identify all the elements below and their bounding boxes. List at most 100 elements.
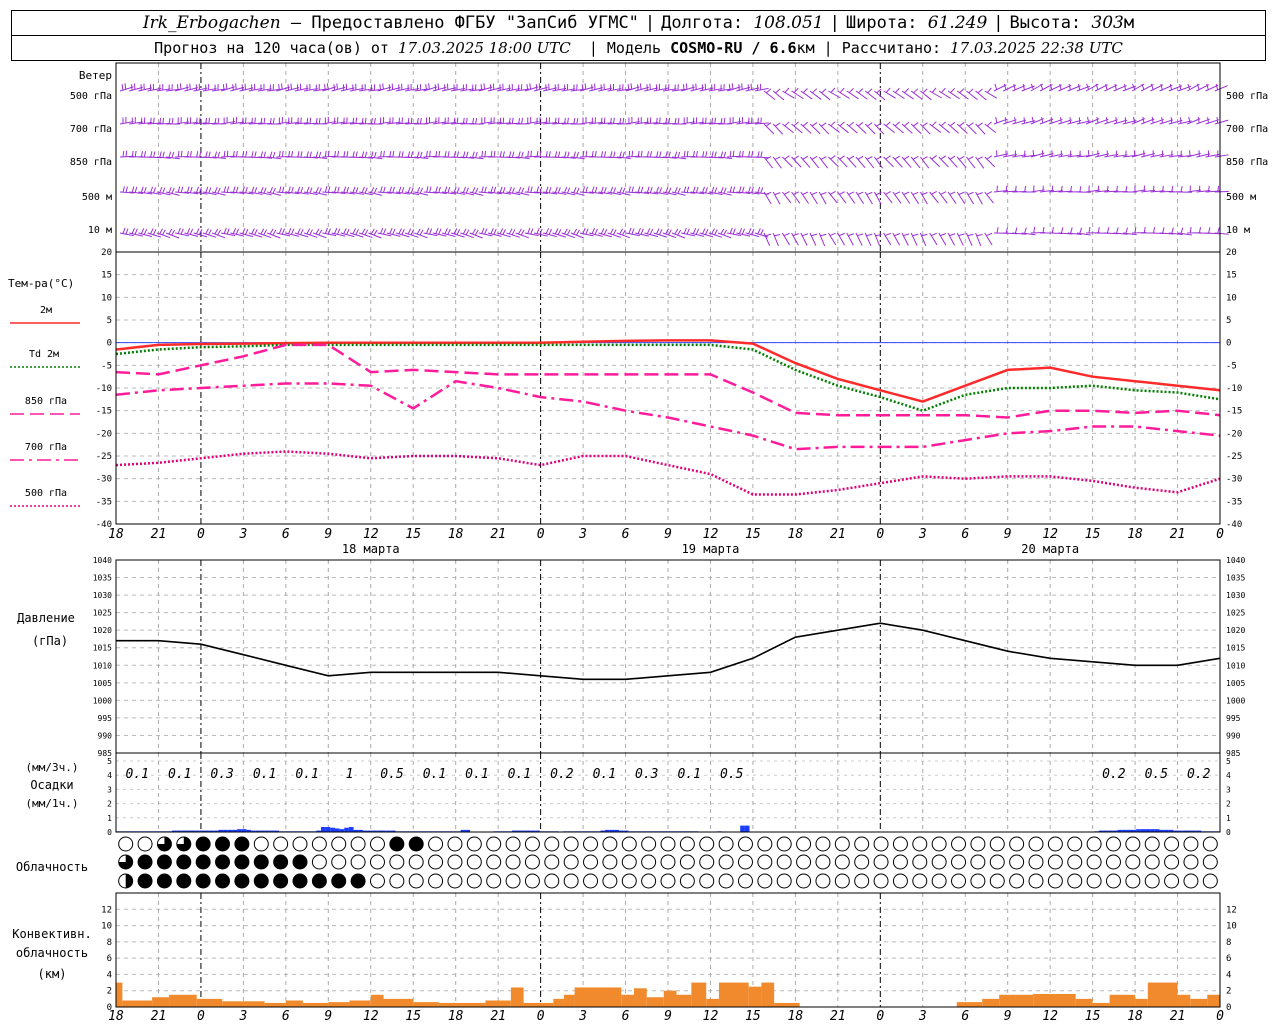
wind-barb-feather — [481, 150, 484, 157]
wind-barb — [837, 191, 847, 204]
wind-barb-feather — [830, 190, 836, 195]
cloud-symbol — [660, 836, 676, 852]
wind-barb — [441, 87, 456, 92]
wind-barb-feather — [410, 151, 414, 158]
wind-barb-feather — [857, 233, 864, 237]
wind-barb-feather — [967, 191, 974, 196]
wind-barb — [368, 156, 383, 160]
wind-barb — [359, 232, 373, 239]
wind-barb-feather — [398, 186, 402, 193]
wind-barb — [671, 191, 686, 196]
temp-tick-left: 0 — [107, 339, 112, 349]
wind-barb — [533, 191, 548, 194]
wind-barb — [395, 87, 410, 92]
wind-barb-feather — [125, 228, 129, 235]
wind-barb — [1168, 232, 1183, 235]
cloud-symbol — [292, 873, 308, 889]
cloud-symbol — [234, 836, 250, 852]
wind-barb-feather — [419, 117, 422, 124]
time-tick-bottom-3: 3 — [238, 1009, 247, 1024]
wind-barb — [193, 87, 208, 92]
cloud-symbol — [408, 854, 424, 870]
wind-barb-feather — [741, 186, 745, 193]
precip-bar — [521, 830, 526, 832]
wind-barb-feather — [564, 151, 567, 158]
wind-barb-feather — [665, 228, 669, 235]
wind-barb — [377, 121, 392, 125]
precip-bar — [386, 830, 391, 832]
wind-barb — [414, 156, 429, 159]
temp-legend-label-td2m: Td 2м — [29, 349, 59, 360]
wind-barb-feather — [263, 187, 267, 194]
wind-barb — [947, 90, 960, 100]
wind-barb-feather — [334, 186, 337, 193]
wind-barb-feather — [557, 151, 561, 158]
time-tick-bottom-1: 21 — [151, 1009, 167, 1024]
wind-barb — [892, 156, 903, 168]
conv-tick-left: 8 — [107, 938, 112, 948]
wind-barb — [543, 122, 558, 125]
wind-barb — [947, 232, 956, 246]
wind-barb-feather — [382, 83, 384, 90]
time-tick-mid-25: 21 — [1170, 527, 1186, 542]
cloud-symbol — [931, 836, 947, 852]
temp-tick-left: -25 — [96, 452, 112, 462]
precip-bar — [362, 830, 368, 832]
wind-barb — [607, 88, 622, 92]
wind-barb — [202, 232, 217, 238]
wind-barb-feather — [401, 151, 404, 158]
wind-barb-feather — [839, 87, 845, 93]
wind-barb — [938, 123, 950, 134]
wind-barb-feather — [885, 121, 891, 127]
precip-bar — [227, 829, 233, 832]
wind-barb — [910, 191, 920, 205]
precip-bar — [237, 829, 242, 832]
wind-barb — [809, 123, 821, 135]
conv-bar-8 — [302, 1002, 329, 1007]
precip-bar — [1145, 829, 1151, 832]
wind-barb-feather — [631, 228, 635, 235]
precip-bar — [209, 830, 214, 832]
wind-barb — [607, 122, 622, 125]
wind-barb-feather — [1206, 83, 1209, 90]
wind-barb — [349, 191, 364, 195]
wind-barb — [147, 122, 162, 125]
wind-barb-feather — [462, 117, 465, 124]
conv-bar-7 — [285, 1000, 303, 1007]
wind-barb — [708, 156, 723, 159]
wind-barb — [671, 156, 686, 160]
wind-barb-feather — [214, 186, 218, 193]
temp-tick-left: 20 — [101, 248, 112, 258]
wind-barb — [1049, 118, 1063, 125]
wind-barb-feather — [591, 228, 595, 234]
wind-barb-feather — [177, 227, 181, 234]
wind-barb-feather — [848, 155, 855, 160]
cloud-symbol — [1105, 854, 1121, 870]
wind-barb-feather — [352, 186, 356, 193]
wind-barb-feather — [223, 150, 226, 157]
wind-barb — [147, 87, 162, 92]
wind-barb-feather — [480, 84, 483, 91]
wind-barb — [460, 191, 475, 196]
wind-barb — [1095, 118, 1109, 125]
wind-barb-feather — [1004, 117, 1007, 124]
wind-barb-feather — [811, 155, 818, 160]
precip-bar — [605, 829, 610, 832]
wind-barb-feather — [260, 117, 263, 124]
wind-barb-feather — [950, 88, 955, 94]
wind-barb-feather — [857, 155, 864, 160]
conv-tick-left: 12 — [101, 905, 112, 915]
wind-level-left-1: 700 гПа — [70, 124, 112, 135]
wind-barb-feather — [585, 228, 589, 235]
wind-barb-feather — [848, 233, 855, 237]
wind-barb — [423, 155, 438, 158]
time-tick-bottom-0: 18 — [108, 1009, 124, 1024]
lon-label: Долгота: — [661, 13, 744, 33]
wind-barb — [1131, 152, 1146, 158]
wind-barb-feather — [986, 121, 992, 127]
cloud-symbol — [583, 873, 599, 889]
wind-barb-feather — [931, 155, 937, 160]
precip-bar — [516, 830, 522, 832]
station-name: Irk_Erbogachen — [142, 13, 281, 33]
wind-barb — [515, 156, 530, 159]
